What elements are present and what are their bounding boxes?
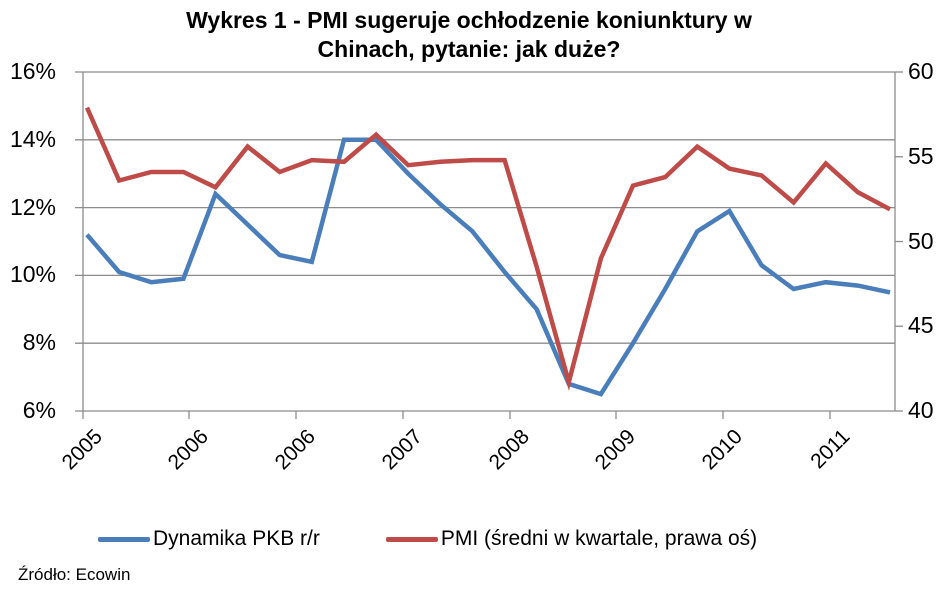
legend-label-pmi: PMI (średni w kwartale, prawa oś) (440, 527, 758, 550)
left-y-tick-label: 16% (9, 58, 56, 84)
gdp-growth-line (85, 137, 891, 397)
left-y-tick-label: 6% (22, 397, 56, 423)
chart-title-line-2: Chinach, pytanie: jak duże? (317, 36, 621, 62)
axes (82, 71, 903, 419)
right-y-tick-label: 40 (908, 397, 934, 423)
left-y-tick-label: 14% (9, 125, 56, 152)
legend-swatch-gdp (98, 536, 150, 542)
left-y-tick-label: 12% (9, 193, 56, 220)
legend-item-gdp: Dynamika PKB r/r (98, 527, 320, 551)
left-y-tick-label: 8% (22, 329, 56, 356)
right-y-tick-label: 45 (908, 312, 934, 339)
left-y-tick-label: 10% (9, 261, 56, 288)
gridlines (75, 71, 895, 412)
chart-title-line-1: Wykres 1 - PMI sugeruje ochłodzenie koni… (186, 7, 752, 33)
source-note: Źródło: Ecowin (18, 565, 131, 584)
data-series (84, 106, 892, 397)
legend-label-gdp: Dynamika PKB r/r (153, 527, 320, 550)
right-y-tick-label: 60 (908, 58, 934, 84)
legend: Dynamika PKB r/r PMI (średni w kwartale,… (98, 527, 823, 551)
legend-swatch-pmi (385, 536, 438, 542)
right-y-tick-label: 50 (908, 227, 934, 254)
right-y-tick-label: 55 (908, 142, 934, 169)
pmi-line (84, 106, 892, 391)
chart-title: Wykres 1 - PMI sugeruje ochłodzenie koni… (0, 6, 948, 64)
legend-item-pmi: PMI (średni w kwartale, prawa oś) (385, 527, 758, 551)
